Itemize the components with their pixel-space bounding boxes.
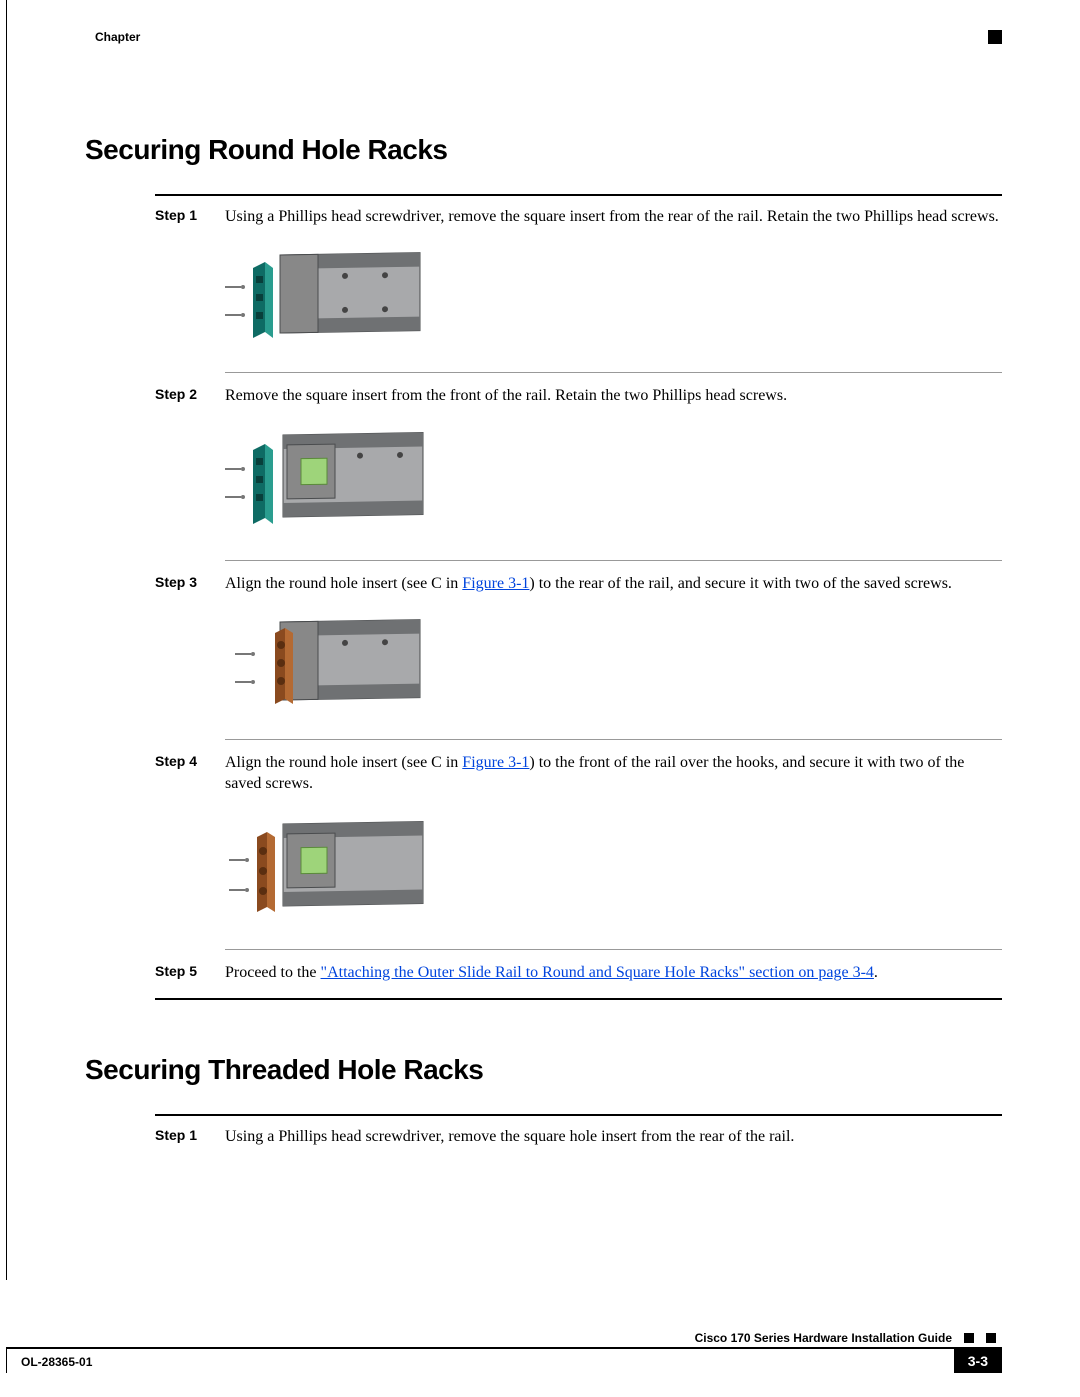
step-text-post: . (874, 964, 878, 981)
step-text-pre: Proceed to the (225, 964, 321, 981)
step-label: Step 2 (155, 385, 225, 407)
step-text: Using a Phillips head screwdriver, remov… (225, 206, 1002, 228)
step-text-pre: Align the round hole insert (see C in (225, 754, 462, 771)
section-title-threaded: Securing Threaded Hole Racks (85, 1054, 1002, 1086)
step-row: Step 3 Align the round hole insert (see … (155, 573, 1002, 595)
step-text: Align the round hole insert (see C in Fi… (225, 752, 1002, 795)
step-label: Step 1 (155, 1126, 225, 1148)
step-text: Proceed to the "Attaching the Outer Slid… (225, 962, 1002, 984)
footer-doc-number: OL-28365-01 (6, 1349, 92, 1373)
page-header: Chapter (85, 30, 1002, 44)
step-text: Remove the square insert from the front … (225, 385, 1002, 407)
step-label: Step 4 (155, 752, 225, 795)
step-text-post: ) to the rear of the rail, and secure it… (529, 575, 952, 592)
footer-marker-icon (986, 1333, 996, 1343)
footer-marker-icon (964, 1333, 974, 1343)
rail-insert-icon (225, 416, 425, 546)
step-row: Step 4 Align the round hole insert (see … (155, 752, 1002, 795)
step-text-pre: Align the round hole insert (see C in (225, 575, 462, 592)
figure-rear-brown (225, 605, 1002, 725)
figure-link[interactable]: Figure 3-1 (462, 575, 529, 592)
section-link[interactable]: "Attaching the Outer Slide Rail to Round… (321, 964, 874, 981)
figure-front-teal (225, 416, 1002, 546)
page-body: Chapter Securing Round Hole Racks Step 1… (6, 0, 1080, 1280)
step-label: Step 5 (155, 962, 225, 984)
footer-bar: OL-28365-01 3-3 (6, 1347, 1002, 1373)
rail-insert-icon (225, 605, 425, 725)
step-separator (225, 949, 1002, 950)
section-rule (155, 194, 1002, 196)
step-row: Step 2 Remove the square insert from the… (155, 385, 1002, 407)
chapter-label: Chapter (95, 30, 140, 44)
footer-page-number: 3-3 (954, 1349, 1002, 1373)
step-label: Step 3 (155, 573, 225, 595)
figure-front-brown (225, 805, 1002, 935)
step-separator (225, 739, 1002, 740)
section-rule (155, 1114, 1002, 1116)
page-footer: Cisco 170 Series Hardware Installation G… (6, 1331, 1002, 1373)
figure-link[interactable]: Figure 3-1 (462, 754, 529, 771)
step-text: Using a Phillips head screwdriver, remov… (225, 1126, 1002, 1148)
step-separator (225, 372, 1002, 373)
footer-top: Cisco 170 Series Hardware Installation G… (6, 1331, 1002, 1345)
rail-insert-icon (225, 238, 425, 358)
section-title-round: Securing Round Hole Racks (85, 134, 1002, 166)
figure-rear-teal (225, 238, 1002, 358)
step-text: Align the round hole insert (see C in Fi… (225, 573, 1002, 595)
step-row: Step 5 Proceed to the "Attaching the Out… (155, 962, 1002, 984)
step-row: Step 1 Using a Phillips head screwdriver… (155, 206, 1002, 228)
section-rule (155, 998, 1002, 1000)
footer-guide-title: Cisco 170 Series Hardware Installation G… (695, 1331, 952, 1345)
header-marker-icon (988, 30, 1002, 44)
step-label: Step 1 (155, 206, 225, 228)
step-separator (225, 560, 1002, 561)
step-row: Step 1 Using a Phillips head screwdriver… (155, 1126, 1002, 1148)
rail-insert-icon (225, 805, 425, 935)
